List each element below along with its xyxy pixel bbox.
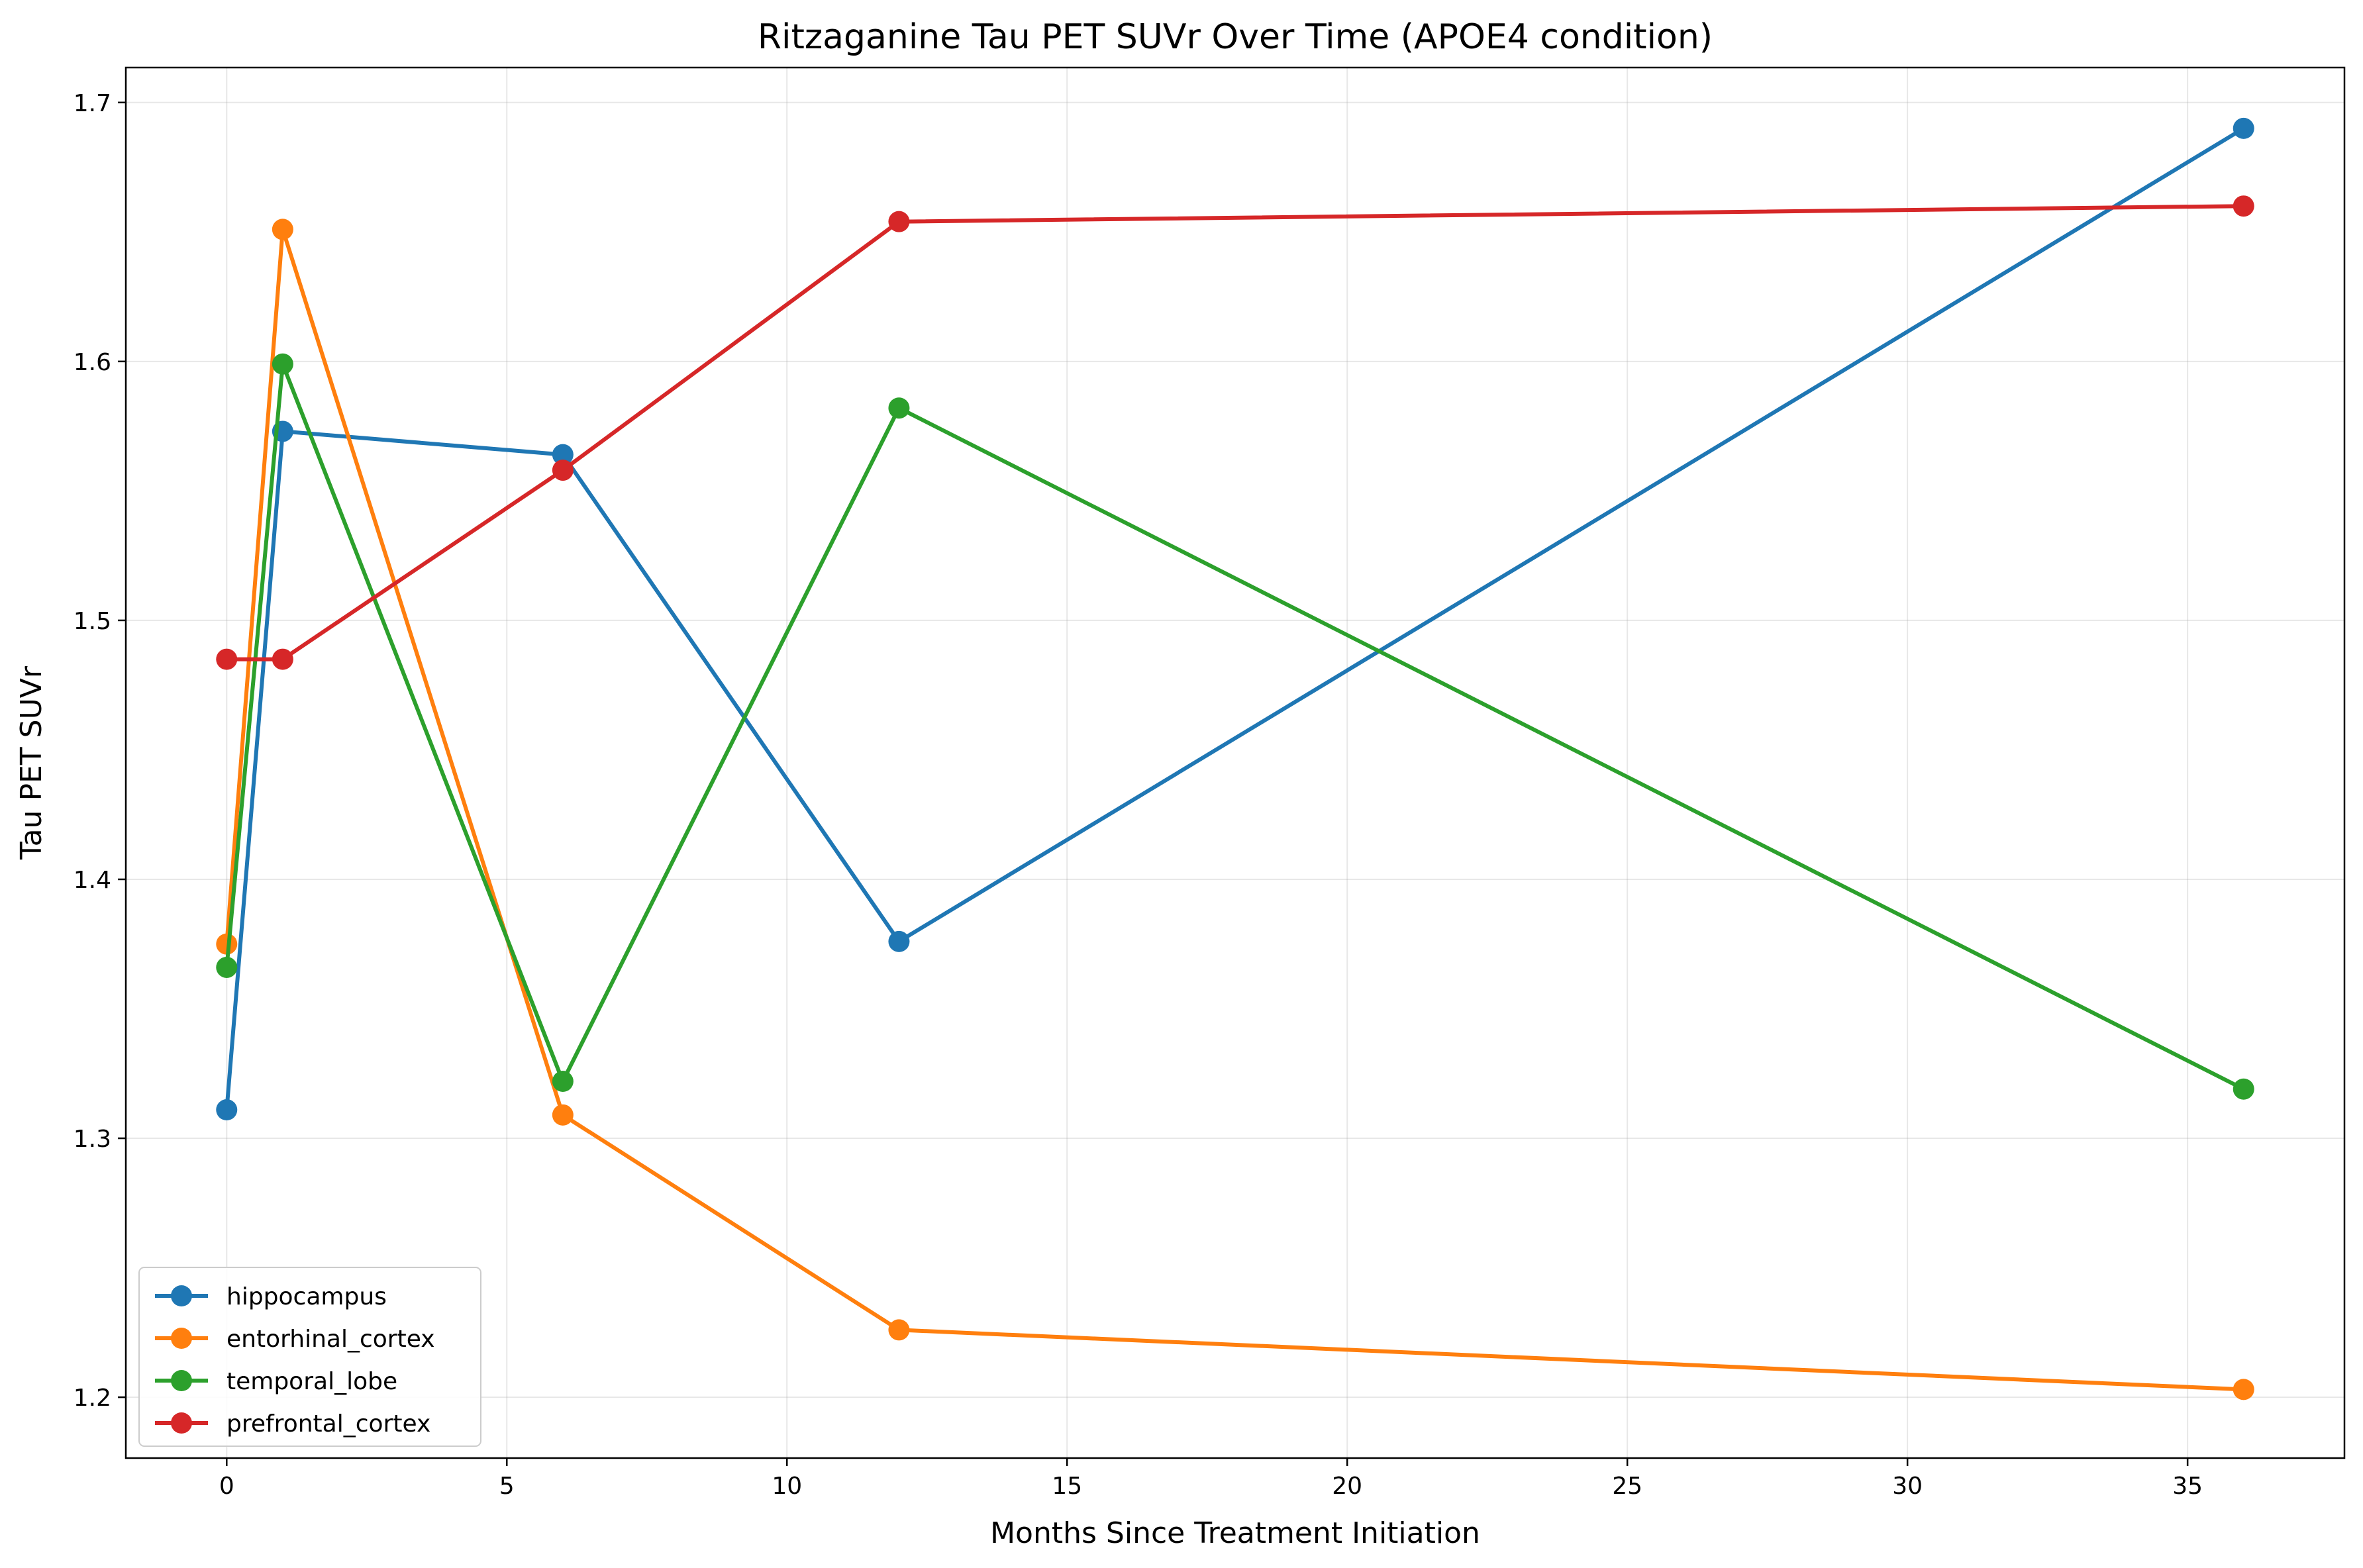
legend-marker: [171, 1370, 192, 1391]
x-tick-label: 10: [772, 1473, 802, 1500]
legend-entry: hippocampus: [155, 1283, 387, 1310]
data-point: [2233, 1379, 2254, 1400]
data-point: [216, 956, 238, 978]
data-point: [2233, 195, 2254, 217]
legend-entry: temporal_lobe: [155, 1368, 397, 1395]
legend-frame: [138, 1267, 481, 1447]
series-line: [225, 126, 2245, 1110]
series-lines: [216, 117, 2254, 1400]
series-temporal_lobe: [216, 353, 2254, 1100]
data-point: [272, 648, 293, 670]
x-tick-label: 35: [2172, 1473, 2203, 1500]
legend-label: entorhinal_cortex: [226, 1326, 435, 1353]
data-point: [2233, 1078, 2254, 1100]
series-line: [225, 362, 2245, 1091]
x-tick-label: 25: [1612, 1473, 1642, 1500]
data-point: [272, 353, 293, 375]
legend: hippocampus entorhinal_cortex temporal_lob…: [138, 1267, 481, 1447]
legend-marker: [171, 1412, 192, 1434]
legend-label: temporal_lobe: [226, 1368, 397, 1395]
legend-label: hippocampus: [226, 1283, 387, 1310]
axis-ticks: 0 5 10 15 20 25 30 35 1.2 1.3 1.4 1.5 1.6 1.7: [74, 90, 2203, 1500]
data-point: [552, 460, 574, 481]
series-hippocampus: [216, 117, 2254, 1121]
x-tick-label: 30: [1892, 1473, 1923, 1500]
y-tick-label: 1.5: [74, 608, 111, 635]
data-point: [888, 211, 910, 232]
data-point: [888, 397, 910, 419]
data-point: [552, 1071, 574, 1093]
grid-lines: [126, 68, 2344, 1458]
data-point: [888, 930, 910, 952]
x-axis-label: Months Since Treatment Initiation: [990, 1516, 1480, 1550]
y-tick-label: 1.6: [74, 349, 111, 376]
series-line: [226, 204, 2244, 662]
x-tick-label: 5: [499, 1473, 515, 1500]
legend-entry: entorhinal_cortex: [155, 1326, 435, 1353]
plot-frame: [125, 66, 2346, 1459]
series-entorhinal_cortex: [216, 219, 2254, 1400]
series-prefrontal_cortex: [216, 195, 2254, 670]
series-line: [225, 227, 2244, 1392]
legend-marker: [171, 1285, 192, 1306]
x-tick-label: 0: [219, 1473, 234, 1500]
data-point: [552, 1104, 574, 1126]
y-tick-label: 1.3: [74, 1126, 111, 1153]
y-axis-label: Tau PET SUVr: [15, 665, 48, 860]
data-point: [2233, 117, 2254, 139]
x-tick-label: 15: [1052, 1473, 1082, 1500]
chart-title: Ritzaganine Tau PET SUVr Over Time (APOE…: [758, 17, 1713, 57]
data-point: [888, 1319, 910, 1341]
data-point: [272, 219, 293, 240]
legend-entry: prefrontal_cortex: [155, 1410, 430, 1438]
legend-label: prefrontal_cortex: [226, 1410, 430, 1438]
data-point: [216, 933, 238, 955]
y-tick-label: 1.4: [74, 867, 111, 894]
data-point: [552, 444, 574, 466]
data-point: [216, 1099, 238, 1121]
y-tick-label: 1.7: [74, 90, 111, 117]
x-tick-label: 20: [1332, 1473, 1362, 1500]
legend-marker: [171, 1328, 192, 1349]
data-point: [216, 648, 238, 670]
y-tick-label: 1.2: [74, 1385, 111, 1412]
